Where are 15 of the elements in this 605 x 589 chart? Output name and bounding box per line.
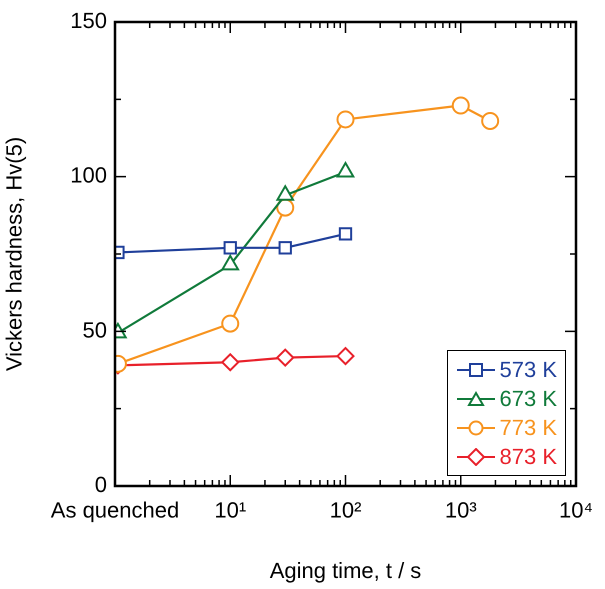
x-tick-label: 10¹ bbox=[214, 497, 246, 522]
legend-label: 773 K bbox=[500, 414, 557, 440]
x-tick-label: 10⁴ bbox=[559, 497, 593, 522]
x-axis-title: Aging time, t / s bbox=[270, 558, 422, 583]
y-tick-label: 0 bbox=[94, 472, 107, 498]
y-tick-label: 50 bbox=[82, 317, 107, 342]
y-tick-label: 100 bbox=[70, 162, 107, 188]
legend-label: 873 K bbox=[500, 444, 557, 470]
y-axis-title: Vickers hardness, Hv(5) bbox=[1, 136, 26, 372]
legend-label: 573 K bbox=[500, 356, 557, 382]
legend-label: 673 K bbox=[500, 386, 557, 412]
x-tick-label: 10³ bbox=[444, 497, 477, 522]
y-tick-label: 150 bbox=[70, 8, 107, 34]
x-tick-label: 10² bbox=[330, 497, 362, 522]
x-tick-label: As quenched bbox=[50, 497, 180, 522]
